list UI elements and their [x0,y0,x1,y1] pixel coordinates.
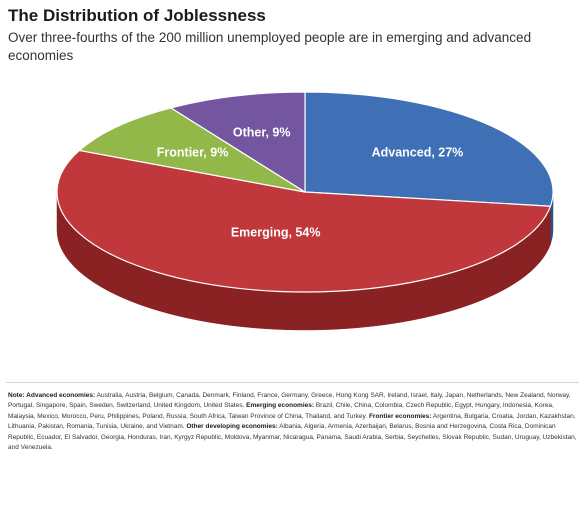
note-segment: Brazil, Chile, China, Colombia, Czech Re… [8,402,554,420]
pie-labels: Advanced, 27% Emerging, 54% Frontier, 9% Ot… [157,126,464,240]
chart-subtitle: Over three-fourths of the 200 million un… [8,30,532,63]
note-text: Note: Advanced economies: Australia, Aus… [8,391,578,453]
pie-slice-advanced [304,91,554,207]
divider [6,382,579,383]
note-segment: Argentina, Bulgaria, Croatia, Jordan, Ka… [8,412,576,431]
pie-slice-emerging [56,149,552,293]
pie-top [56,91,554,293]
note-heading: Other developing economies: [186,423,278,431]
pie-slice-other [170,91,306,193]
pie-chart: Advanced, 27% Emerging, 54% Frontier, 9% Ot… [0,80,585,380]
chart-title: The Distribution of Joblessness [8,6,266,25]
note-segment: Albania, Algeria, Armenia, Azerbaijan, B… [8,423,577,452]
pie-chart-svg: Advanced, 27% Emerging, 54% Frontier, 9% Ot… [56,91,554,331]
note-heading: Note: Advanced economies: [8,392,96,399]
pie-label-other: Other, 9% [233,126,291,140]
pie-label-emerging: Emerging, 54% [231,225,321,239]
note-heading: Frontier economies: [368,412,432,420]
note-heading: Emerging economies: [246,402,315,410]
pie-label-advanced: Advanced, 27% [372,146,464,160]
pie-slice-frontier [78,107,306,193]
note-segment: Australia, Austria, Belgium, Canada, Den… [8,392,571,410]
pie-label-frontier: Frontier, 9% [157,146,229,160]
